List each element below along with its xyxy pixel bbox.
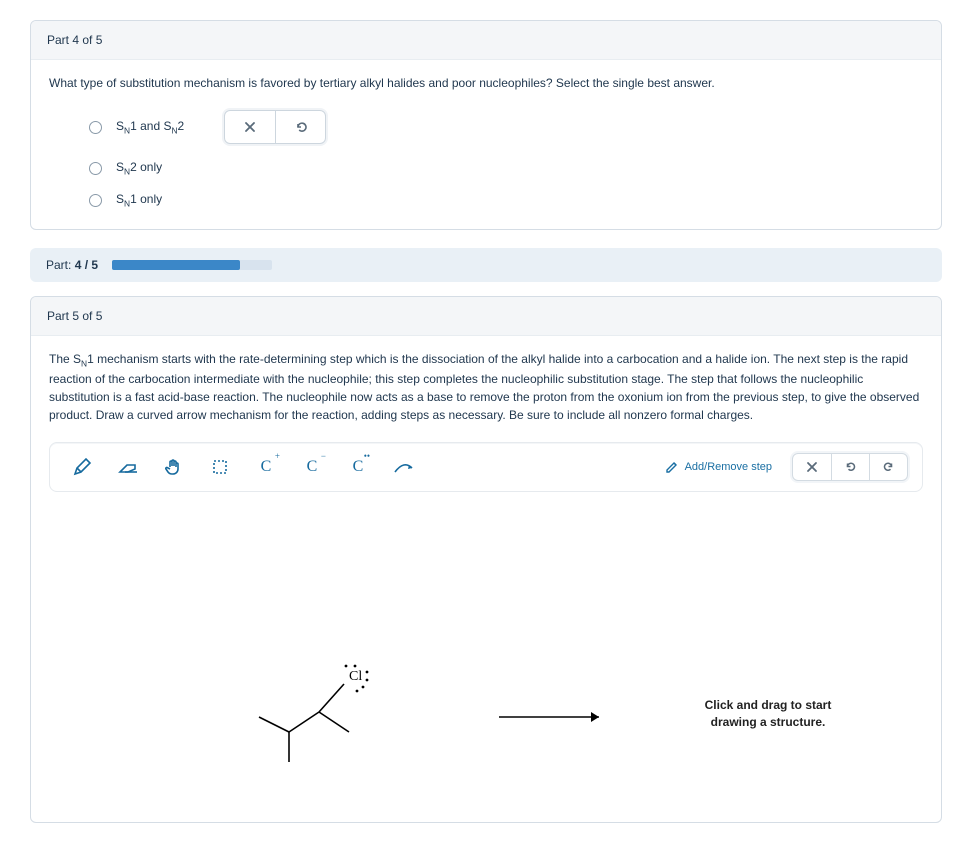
p5-post: mechanism starts with the rate-determini… <box>49 352 919 422</box>
c-minus-c: C <box>307 458 318 476</box>
option-c-radio[interactable] <box>89 194 102 207</box>
undo-icon <box>294 120 308 134</box>
card-part5: Part 5 of 5 The SN1 mechanism starts wit… <box>30 296 942 823</box>
select-icon <box>210 457 230 477</box>
options-group: SN1 and SN2 SN2 only <box>89 110 923 209</box>
option-a-radio[interactable] <box>89 121 102 134</box>
option-a-label: SN1 and SN2 <box>116 119 184 135</box>
opt-a-n1: 1 <box>130 119 137 133</box>
c-plus-c: C <box>261 458 272 476</box>
canvas-hint: Click and drag to start drawing a struct… <box>673 697 863 731</box>
card-body-part4: What type of substitution mechanism is f… <box>31 60 941 229</box>
close-icon <box>243 120 257 134</box>
add-remove-step-button[interactable]: Add/Remove step <box>665 460 772 474</box>
tool-charge-minus[interactable]: C− <box>294 453 330 481</box>
progress-label: Part: 4 / 5 <box>46 258 98 272</box>
c-dots-c: C <box>353 458 364 476</box>
hand-icon <box>164 457 184 477</box>
molecule-structure[interactable]: Cl <box>249 642 399 785</box>
part5-header-text: Part 5 of 5 <box>47 309 102 323</box>
p5-pre: The S <box>49 352 81 366</box>
opt-a-s1: S <box>116 119 124 133</box>
canvas-clear-button[interactable] <box>793 454 831 480</box>
undo-icon <box>844 460 857 473</box>
tool-curved-arrow[interactable] <box>386 453 422 481</box>
option-b-label: SN2 only <box>116 160 162 176</box>
tool-lone-pair[interactable]: C•• <box>340 453 376 481</box>
opt-b-n: 2 <box>130 160 137 174</box>
option-c-label: SN1 only <box>116 192 162 208</box>
card-part4: Part 4 of 5 What type of substitution me… <box>30 20 942 230</box>
c-minus-sup: − <box>321 451 326 461</box>
part5-text: The SN1 mechanism starts with the rate-d… <box>49 350 923 424</box>
card-header-part4: Part 4 of 5 <box>31 21 941 60</box>
progress-label-val: 4 / 5 <box>75 258 98 272</box>
progress-bar: Part: 4 / 5 <box>30 248 942 282</box>
eraser-icon <box>117 458 139 476</box>
option-b-radio[interactable] <box>89 162 102 175</box>
p5-num: 1 <box>87 352 94 366</box>
undo-button[interactable] <box>275 111 325 143</box>
molecule-svg: Cl <box>249 642 399 782</box>
question-text-span: What type of substitution mechanism is f… <box>49 76 715 90</box>
opt-c-s: S <box>116 192 124 206</box>
add-step-label: Add/Remove step <box>685 461 772 473</box>
opt-a-and: and S <box>137 119 172 133</box>
tool-pencil[interactable] <box>64 453 100 481</box>
c-dots-sup: •• <box>364 451 370 461</box>
opt-c-only: only <box>137 192 162 206</box>
pencil-icon <box>72 457 92 477</box>
progress-label-pre: Part: <box>46 258 75 272</box>
option-b-row: SN2 only <box>89 160 923 176</box>
part4-header-text: Part 4 of 5 <box>47 33 102 47</box>
card-body-part5: The SN1 mechanism starts with the rate-d… <box>31 336 941 822</box>
option-a-row: SN1 and SN2 <box>89 110 923 144</box>
hint-line1: Click and drag to start <box>705 698 832 712</box>
option-c-row: SN1 only <box>89 192 923 208</box>
progress-track <box>112 260 272 270</box>
redo-icon <box>882 460 895 473</box>
drawing-canvas[interactable]: Cl Click and drag to start drawing a str… <box>49 492 923 802</box>
canvas-redo-button[interactable] <box>869 454 907 480</box>
close-icon <box>806 461 818 473</box>
reaction-arrow <box>499 707 609 730</box>
c-plus-sup: + <box>275 451 280 461</box>
clear-button[interactable] <box>225 111 275 143</box>
tool-hand[interactable] <box>156 453 192 481</box>
canvas-undo-button[interactable] <box>831 454 869 480</box>
answer-toolbar <box>224 110 326 144</box>
opt-b-s: S <box>116 160 124 174</box>
cl-atom-label: Cl <box>349 669 362 684</box>
opt-c-n: 1 <box>130 192 137 206</box>
question-text: What type of substitution mechanism is f… <box>49 74 923 92</box>
tool-eraser[interactable] <box>110 453 146 481</box>
tool-charge-plus[interactable]: C+ <box>248 453 284 481</box>
progress-fill <box>112 260 240 270</box>
edit-icon <box>665 460 679 474</box>
canvas-btn-group <box>792 453 908 481</box>
card-header-part5: Part 5 of 5 <box>31 297 941 336</box>
tool-select[interactable] <box>202 453 238 481</box>
curved-arrow-icon <box>392 458 416 476</box>
arrow-icon <box>499 707 609 727</box>
drawing-toolbar: C+ C− C•• Add/Remove step <box>49 442 923 492</box>
opt-a-n2: 2 <box>178 119 185 133</box>
hint-line2: drawing a structure. <box>711 715 826 729</box>
opt-b-only: only <box>137 160 162 174</box>
